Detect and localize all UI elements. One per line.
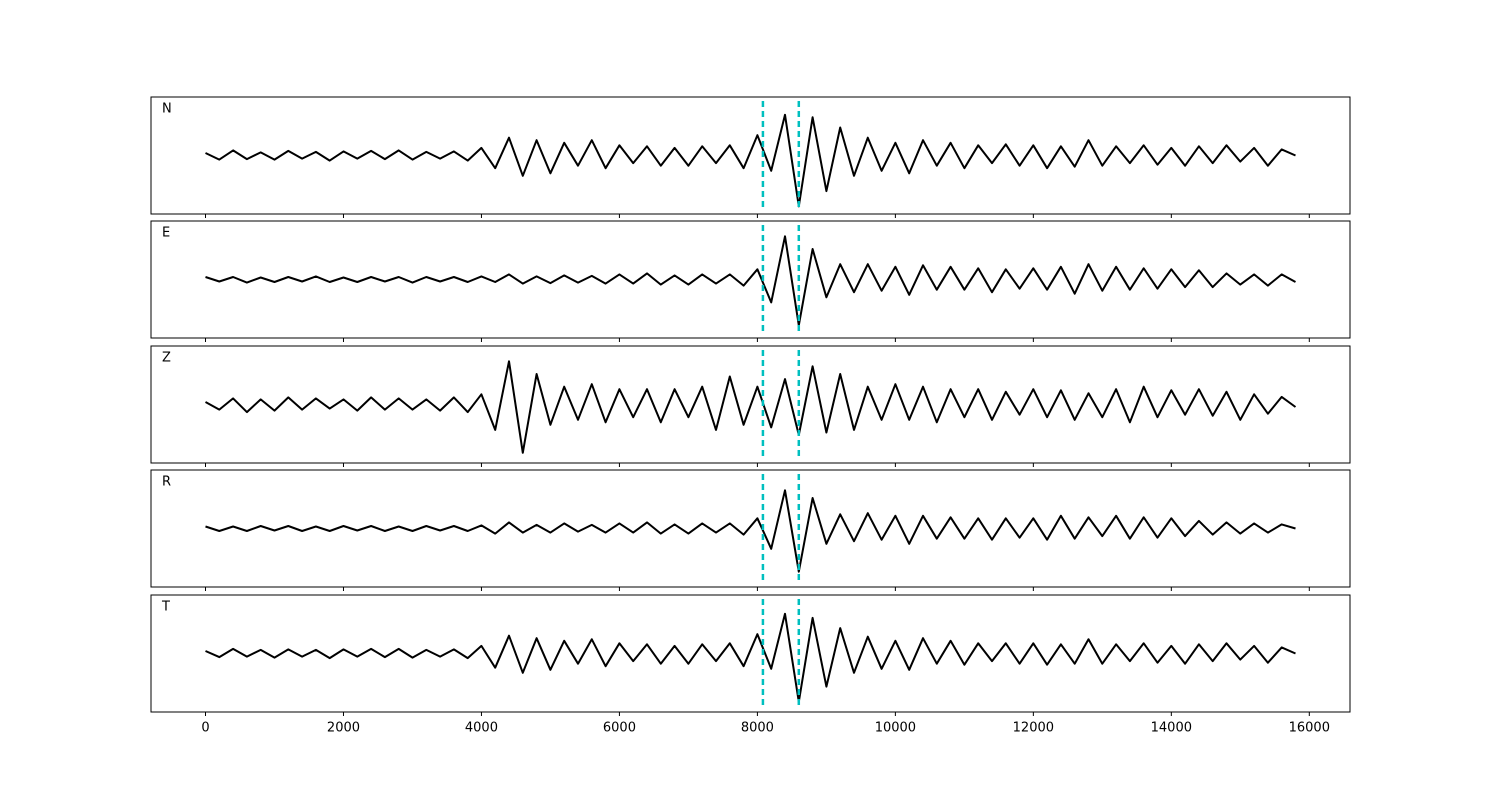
panel-label: Z xyxy=(162,351,171,366)
panel-frame xyxy=(150,469,1351,588)
x-tick-label: 16000 xyxy=(1289,721,1330,736)
x-tick-label: 8000 xyxy=(741,721,774,736)
x-tick-label: 6000 xyxy=(603,721,636,736)
x-tick-label: 14000 xyxy=(1151,721,1192,736)
panel-label: N xyxy=(162,102,172,117)
panel-frame xyxy=(150,594,1351,713)
panel-frame xyxy=(150,345,1351,464)
x-tick-label: 12000 xyxy=(1013,721,1054,736)
trace xyxy=(205,113,1296,208)
trace xyxy=(205,360,1297,454)
trace xyxy=(205,612,1296,703)
x-tick-label: 2000 xyxy=(327,721,360,736)
panel-label: E xyxy=(162,226,170,241)
panel-frame xyxy=(150,96,1351,215)
panel-frame xyxy=(150,220,1351,339)
x-tick-label: 4000 xyxy=(465,721,498,736)
x-tick-label: 10000 xyxy=(875,721,916,736)
panel-label: T xyxy=(161,600,170,615)
x-tick-label: 0 xyxy=(201,721,209,736)
trace xyxy=(205,489,1296,573)
panel-label: R xyxy=(162,475,171,490)
trace xyxy=(205,235,1296,327)
